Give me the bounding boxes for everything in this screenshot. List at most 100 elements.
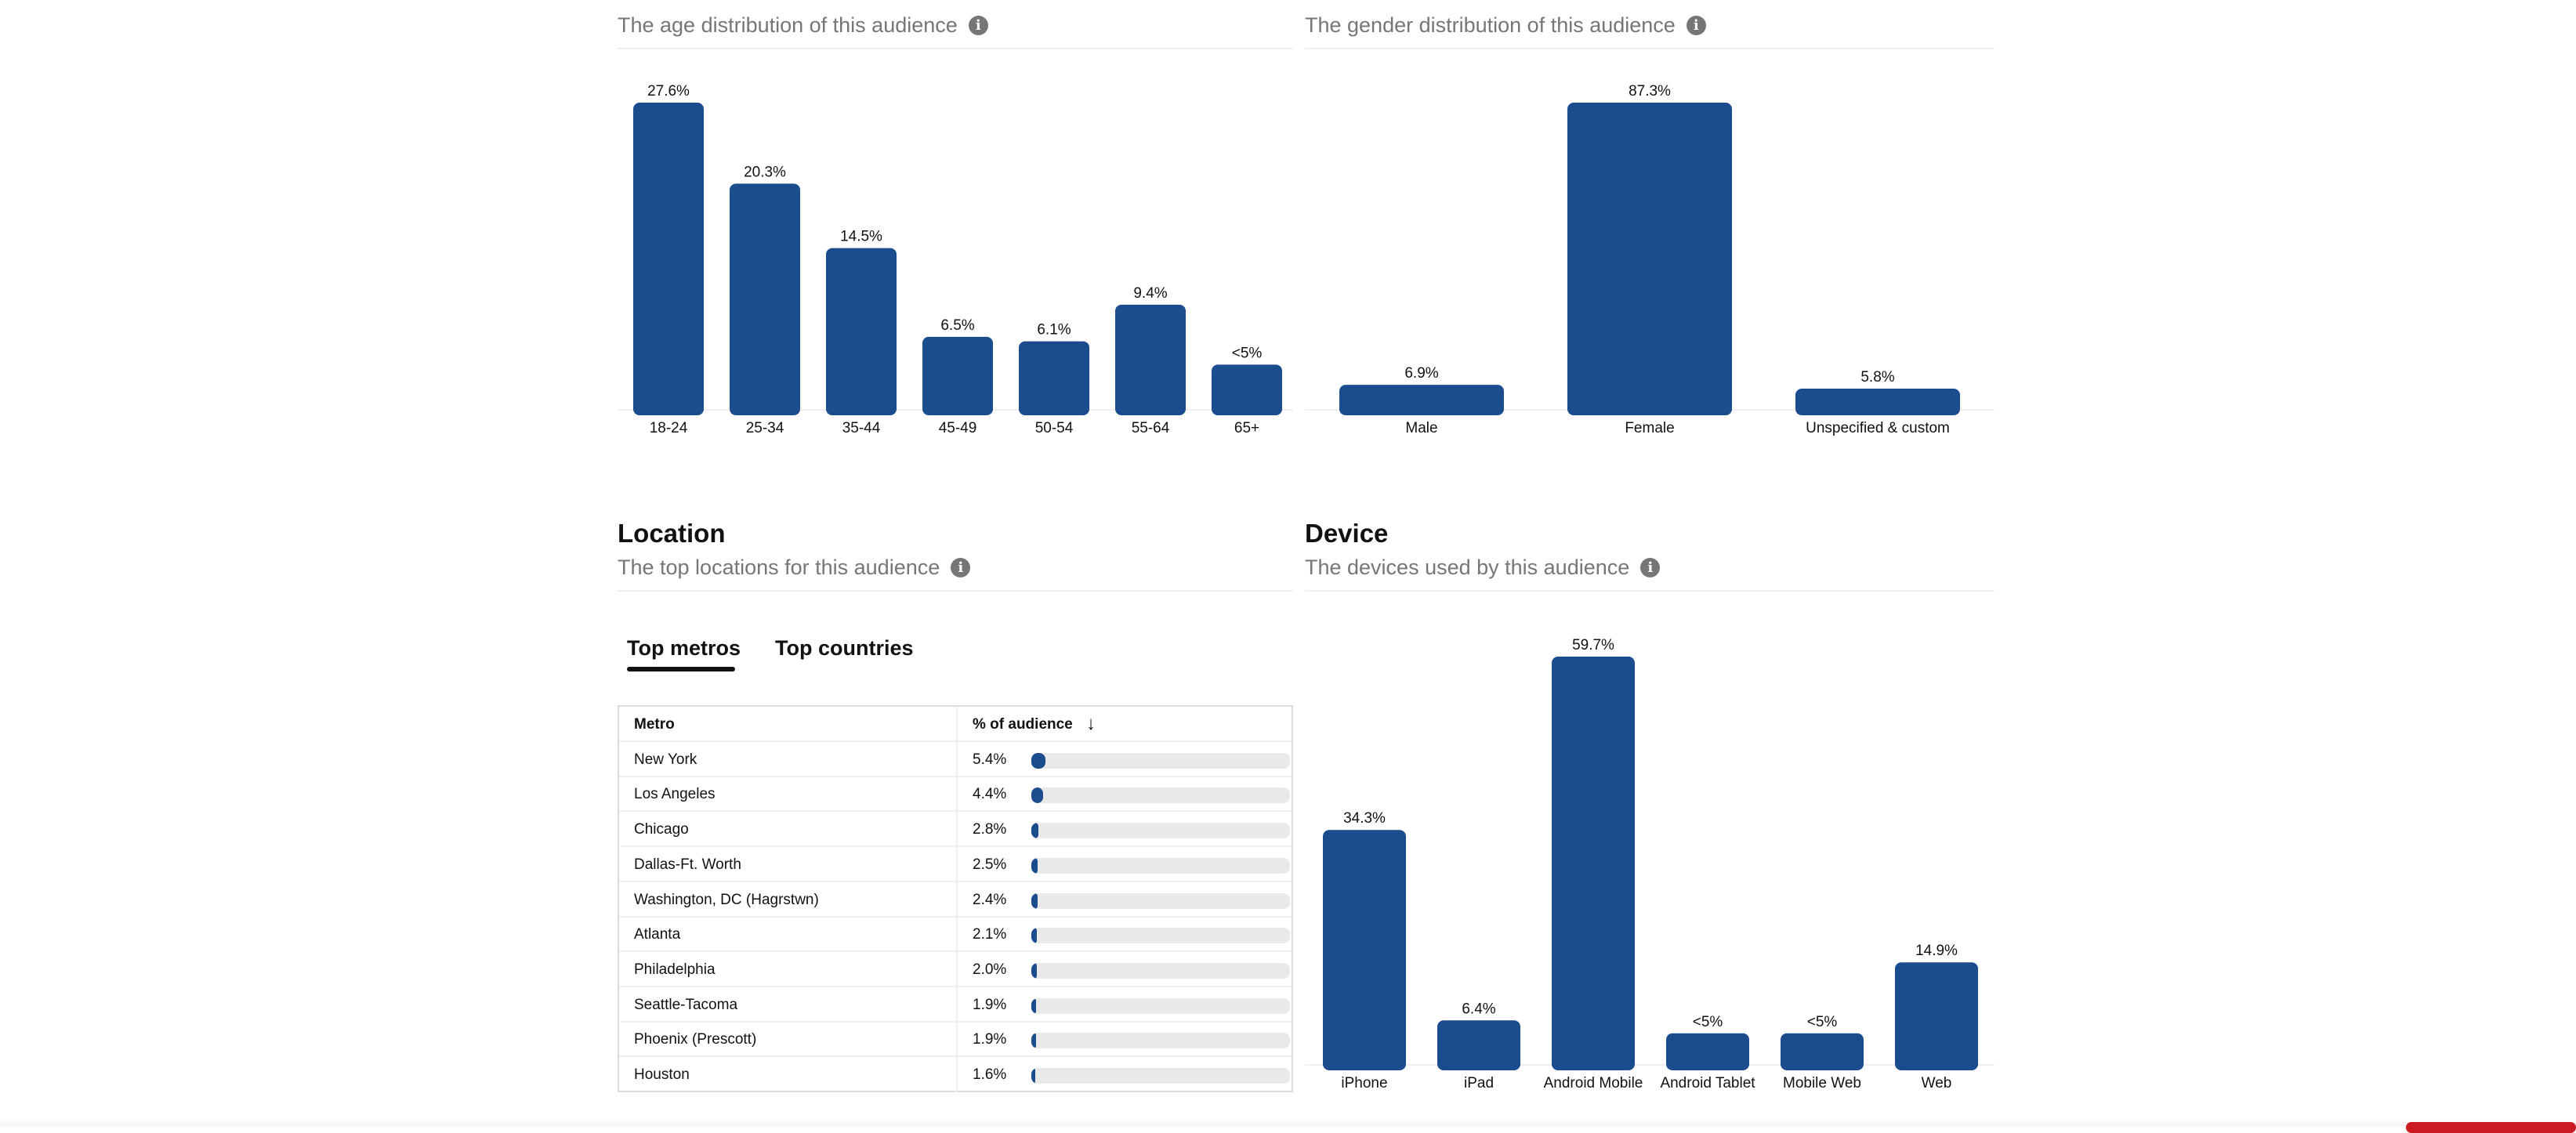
metro-name: Atlanta <box>634 926 681 943</box>
column-separator <box>956 881 958 916</box>
device-chart: 34.3% iPhone 6.4% iPad 59.7% Android Mobile <5… <box>1305 637 1994 1091</box>
device-subtitle-text: The devices used by this audience <box>1305 556 1630 579</box>
table-row: Chicago 2.8% <box>619 812 1292 848</box>
location-card-divider <box>618 590 1293 592</box>
tick-label-65: 65+ <box>1234 420 1259 436</box>
bar-base-female <box>1567 404 1732 410</box>
bar-45-49 <box>922 336 993 415</box>
column-separator <box>956 986 958 1021</box>
bottom-bar-shadow <box>0 1117 2576 1127</box>
tick-label-ipad: iPad <box>1464 1075 1494 1091</box>
metro-percent: 4.4% <box>973 786 1007 803</box>
tick-label-35-44: 35-44 <box>842 420 881 436</box>
column-separator <box>956 812 958 846</box>
bar-base-65 <box>1212 404 1282 410</box>
info-icon[interactable]: i <box>968 16 988 35</box>
column-separator <box>956 917 958 951</box>
table-row: Atlanta 2.1% <box>619 917 1292 953</box>
metro-name: Washington, DC (Hagrstwn) <box>634 891 819 908</box>
percent-bar-track <box>1031 823 1290 839</box>
metro-percent: 1.6% <box>973 1066 1007 1083</box>
data-label-iphone: 34.3% <box>1343 810 1386 827</box>
column-separator <box>956 741 958 776</box>
percent-bar-fill <box>1031 857 1038 874</box>
bar-18-24 <box>633 103 704 415</box>
bar-65 <box>1212 364 1282 415</box>
percent-bar-fill <box>1031 1033 1037 1049</box>
info-icon[interactable]: i <box>1686 16 1706 35</box>
column-header-percent[interactable]: % of audience <box>973 716 1073 733</box>
tab-top-countries[interactable]: Top countries <box>775 636 914 660</box>
tick-label-unspecified-custom: Unspecified & custom <box>1806 420 1950 436</box>
percent-bar-track <box>1031 857 1290 874</box>
bar-base-18-24 <box>633 404 704 410</box>
tab-top-metros[interactable]: Top metros <box>627 636 741 660</box>
gender-card-subtitle: The gender distribution of this audience… <box>1305 13 1706 38</box>
percent-bar-fill <box>1031 823 1039 839</box>
percent-bar-fill <box>1031 752 1045 769</box>
bar-base-ipad <box>1437 1059 1520 1065</box>
metro-percent: 2.1% <box>973 926 1007 943</box>
data-label-mobile-web: <5% <box>1807 1014 1838 1030</box>
age-chart: 27.6% 18-24 20.3% 25-34 14.5% 35-44 6.5% 45-49 6… <box>618 83 1293 436</box>
table-row: Philadelphia 2.0% <box>619 951 1292 987</box>
percent-bar-fill <box>1031 892 1038 909</box>
device-title: Device <box>1305 519 1389 548</box>
table-row: Dallas-Ft. Worth 2.5% <box>619 846 1292 882</box>
bar-base-iphone <box>1323 1059 1406 1065</box>
metro-name: Philadelphia <box>634 961 716 978</box>
location-card-subtitle: The top locations for this audience i <box>618 556 971 580</box>
bar-male <box>1339 385 1504 415</box>
column-separator <box>956 1057 958 1092</box>
info-icon[interactable]: i <box>1640 558 1661 577</box>
bar-base-unspecified-custom <box>1795 404 1960 410</box>
data-label-65: <5% <box>1232 345 1263 361</box>
metro-name: Los Angeles <box>634 786 716 803</box>
bar-50-54 <box>1019 341 1089 415</box>
column-header-metro[interactable]: Metro <box>634 716 675 733</box>
bar-base-web <box>1895 1059 1978 1065</box>
sort-descending-icon[interactable]: ↓ <box>1086 713 1096 734</box>
bar-web <box>1895 962 1978 1070</box>
bar-base-android-tablet <box>1666 1059 1749 1065</box>
table-row: Phoenix (Prescott) 1.9% <box>619 1022 1292 1058</box>
metro-name: Chicago <box>634 821 689 838</box>
metro-percent: 1.9% <box>973 996 1007 1013</box>
table-row: Seattle-Tacoma 1.9% <box>619 986 1292 1023</box>
percent-bar-fill <box>1031 928 1037 944</box>
percent-bar-track <box>1031 1033 1290 1049</box>
tick-label-android-mobile: Android Mobile <box>1544 1075 1643 1091</box>
table-row: New York 5.4% <box>619 741 1292 777</box>
metro-percent: 2.0% <box>973 961 1007 978</box>
location-subtitle-text: The top locations for this audience <box>618 556 940 579</box>
metro-name: Dallas-Ft. Worth <box>634 856 741 873</box>
tick-label-50-54: 50-54 <box>1035 420 1074 436</box>
floating-action-button[interactable] <box>2406 1122 2576 1133</box>
tick-label-25-34: 25-34 <box>746 420 784 436</box>
bar-unspecified-custom <box>1795 389 1960 415</box>
column-separator <box>956 846 958 881</box>
metro-name: Phoenix (Prescott) <box>634 1031 757 1048</box>
data-label-unspecified-custom: 5.8% <box>1860 369 1894 386</box>
bar-base-mobile-web <box>1781 1059 1864 1065</box>
bar-female <box>1567 103 1732 415</box>
data-label-18-24: 27.6% <box>647 83 690 100</box>
percent-bar-fill <box>1031 787 1043 804</box>
percent-bar-track <box>1031 997 1290 1014</box>
tick-label-web: Web <box>1922 1075 1952 1091</box>
tick-label-female: Female <box>1625 420 1674 436</box>
metro-table: Metro % of audience ↓ New York 5.4% Los An… <box>618 705 1293 1092</box>
data-label-web: 14.9% <box>1915 943 1958 959</box>
location-title: Location <box>618 519 726 548</box>
device-card-subtitle: The devices used by this audience i <box>1305 556 1661 580</box>
data-label-female: 87.3% <box>1629 83 1671 100</box>
percent-bar-track <box>1031 787 1290 804</box>
bar-ipad <box>1437 1020 1520 1070</box>
data-label-35-44: 14.5% <box>840 229 882 245</box>
gender-subtitle-text: The gender distribution of this audience <box>1305 13 1676 37</box>
metro-name: Seattle-Tacoma <box>634 996 738 1013</box>
tick-label-18-24: 18-24 <box>650 420 688 436</box>
table-row: Washington, DC (Hagrstwn) 2.4% <box>619 881 1292 918</box>
metro-percent: 1.9% <box>973 1031 1007 1048</box>
info-icon[interactable]: i <box>951 558 971 577</box>
